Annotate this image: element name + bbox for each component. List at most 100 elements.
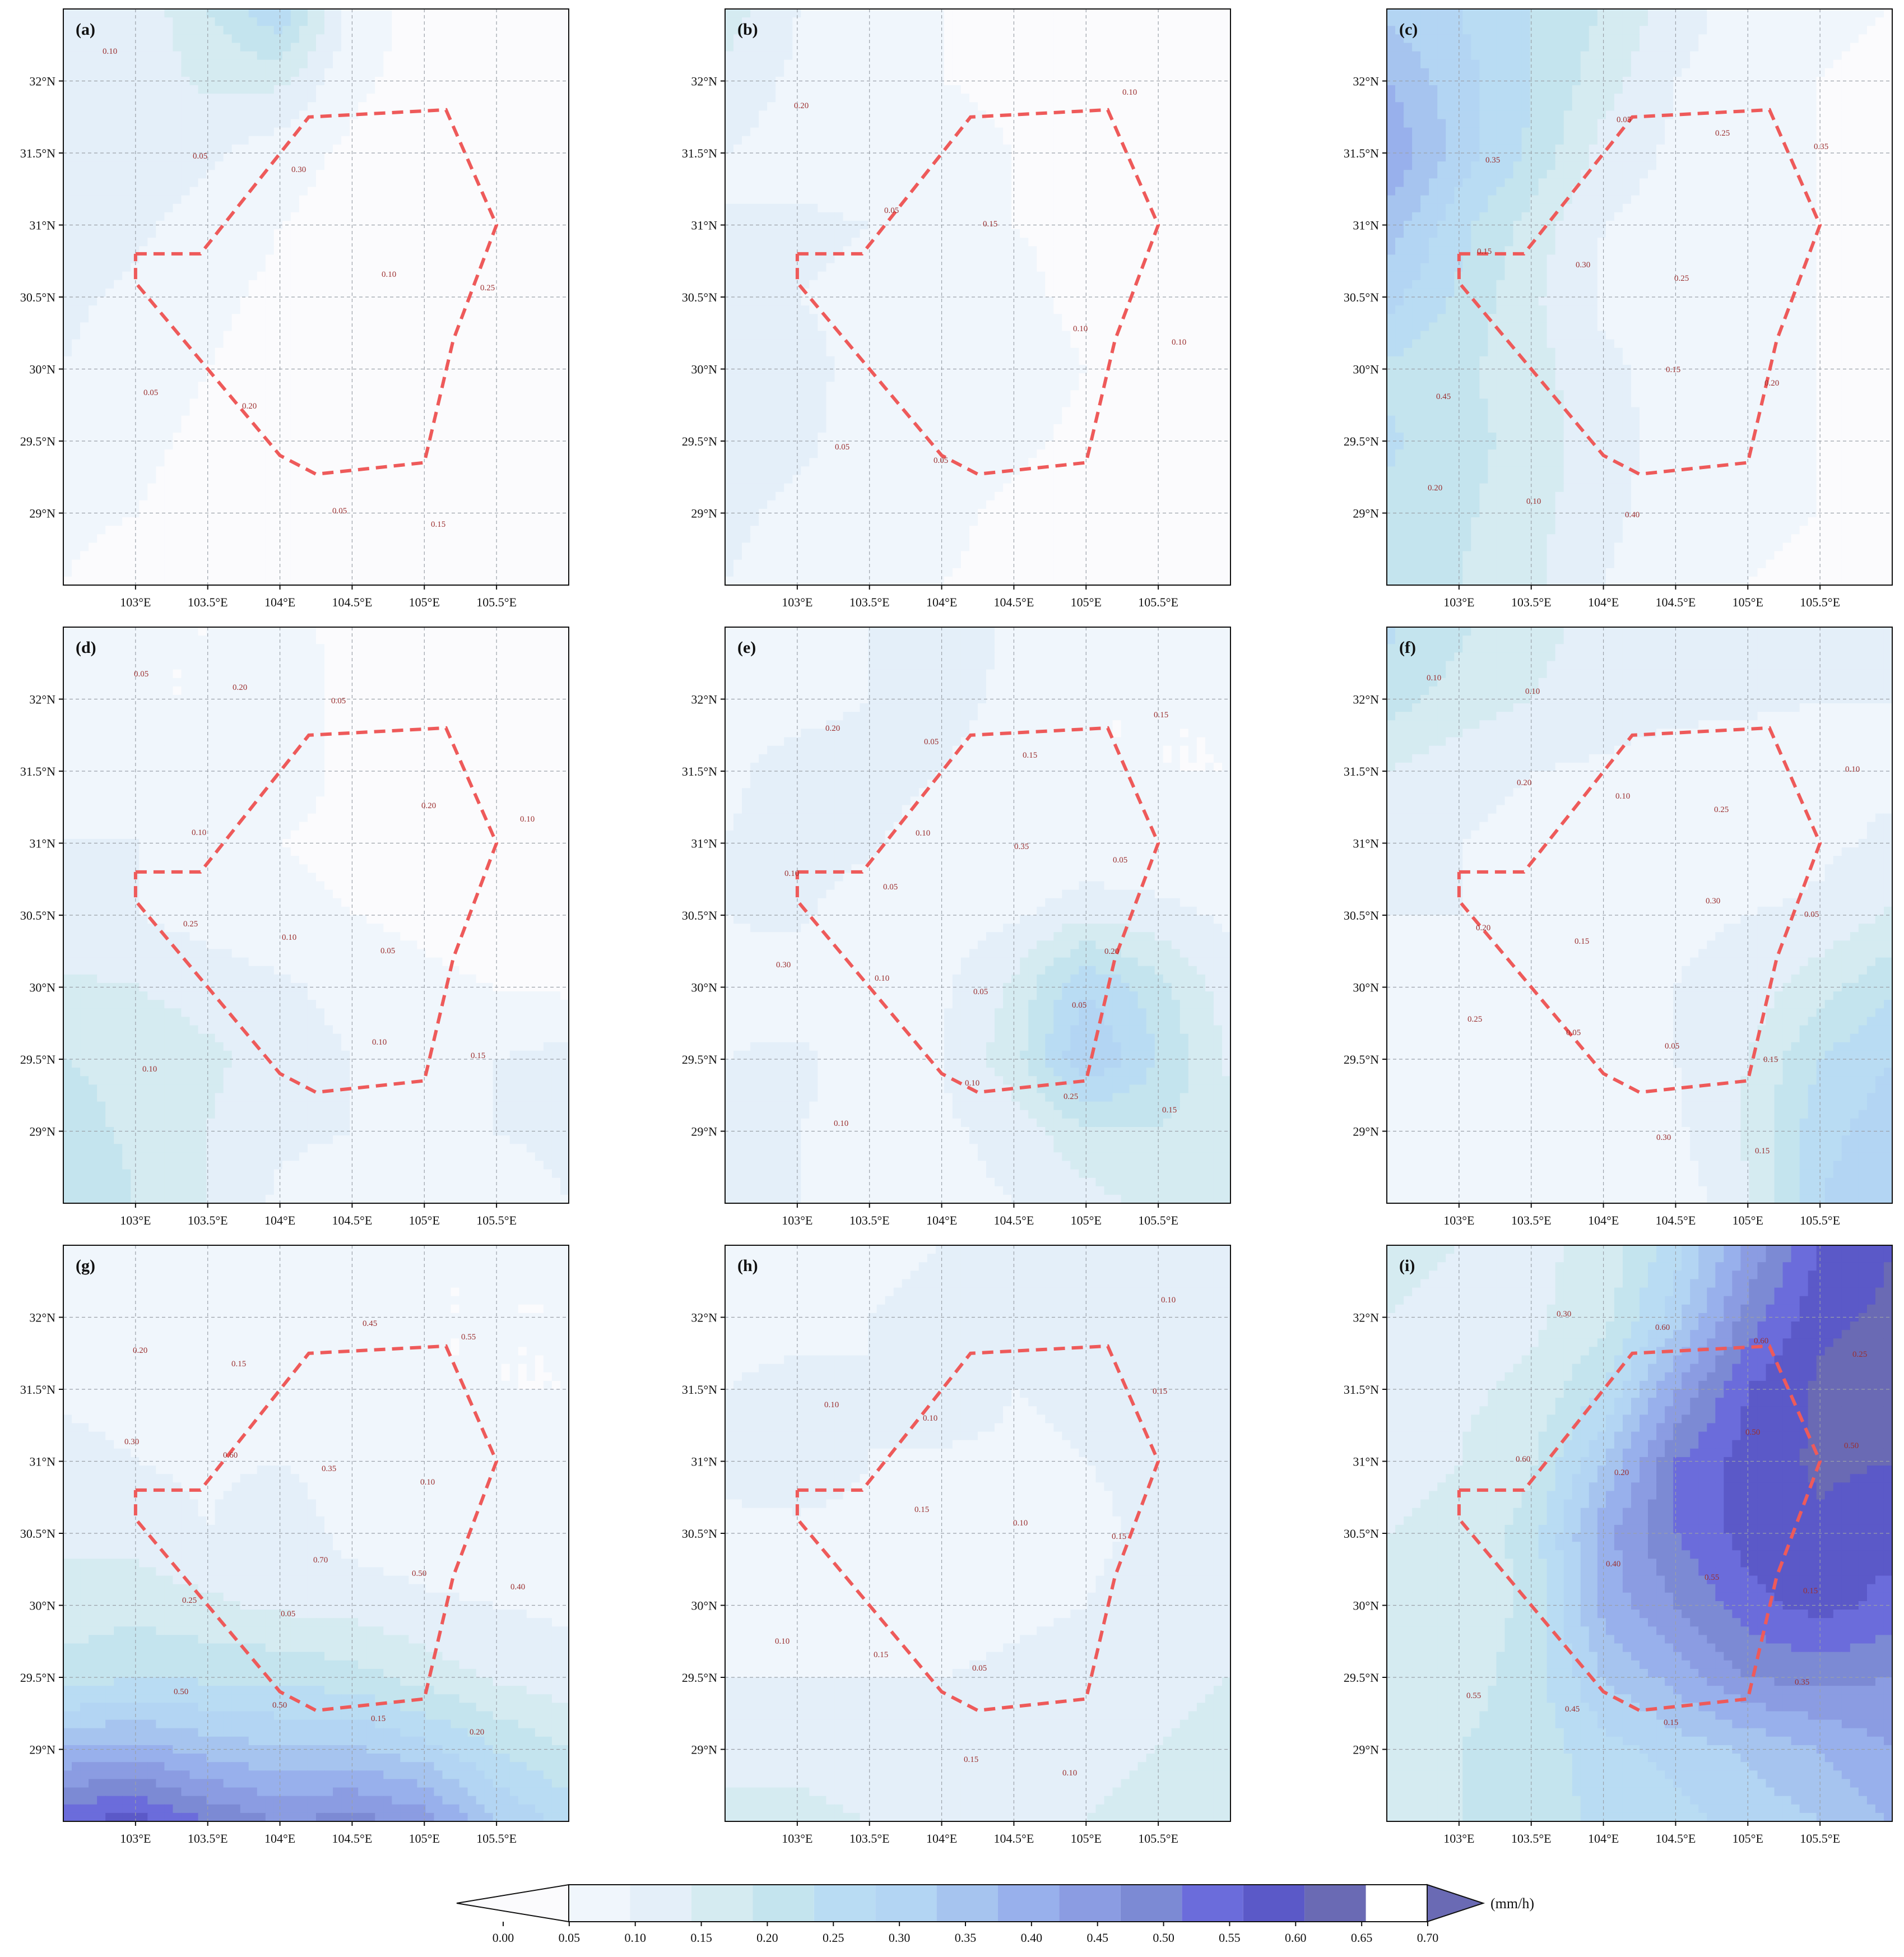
- field-cell: [535, 85, 544, 94]
- field-cell: [316, 51, 325, 61]
- field-cell: [366, 559, 375, 569]
- field-cell: [467, 356, 477, 365]
- field-cell: [383, 542, 392, 552]
- field-cell: [434, 339, 443, 349]
- field-cell: [156, 43, 165, 52]
- field-cell: [383, 229, 392, 238]
- field-cell: [105, 526, 114, 535]
- field-cell: [375, 398, 384, 408]
- field-cell: [131, 59, 140, 69]
- field-cell: [316, 263, 325, 272]
- field-cell: [198, 534, 207, 544]
- field-cell: [868, 102, 877, 112]
- field-cell: [392, 127, 401, 137]
- field-cell: [366, 271, 375, 281]
- field-cell: [63, 26, 72, 35]
- field-cell: [139, 382, 148, 391]
- field-cell: [543, 76, 552, 86]
- field-cell: [408, 127, 417, 137]
- field-cell: [543, 508, 552, 518]
- field-cell: [484, 102, 494, 112]
- field-cell: [1154, 17, 1164, 26]
- field-cell: [509, 576, 519, 585]
- field-cell: [248, 144, 258, 154]
- field-cell: [750, 43, 759, 52]
- field-cell: [392, 203, 401, 213]
- field-cell: [240, 170, 249, 179]
- field-cell: [189, 170, 199, 179]
- field-cell: [425, 322, 435, 332]
- field-cell: [1154, 59, 1164, 69]
- field-cell: [164, 110, 174, 120]
- field-cell: [181, 68, 191, 77]
- field-cell: [198, 390, 207, 400]
- field-cell: [366, 339, 375, 349]
- field-cell: [442, 280, 452, 289]
- field-cell: [493, 398, 502, 408]
- field-cell: [809, 43, 818, 52]
- field-cell: [383, 322, 392, 332]
- field-cell: [366, 102, 375, 112]
- field-cell: [139, 339, 148, 349]
- field-cell: [122, 314, 131, 323]
- field-cell: [139, 59, 148, 69]
- field-cell: [434, 203, 443, 213]
- field-cell: [509, 263, 519, 272]
- field-cell: [156, 491, 165, 501]
- field-cell: [1154, 119, 1164, 128]
- field-cell: [122, 568, 131, 577]
- field-cell: [451, 559, 460, 569]
- field-cell: [198, 559, 207, 569]
- field-cell: [952, 17, 962, 26]
- field-cell: [551, 119, 561, 128]
- field-cell: [400, 17, 409, 26]
- field-cell: [501, 119, 510, 128]
- field-cell: [206, 356, 216, 365]
- field-cell: [375, 475, 384, 484]
- field-cell: [358, 407, 367, 416]
- field-cell: [290, 398, 300, 408]
- field-cell: [206, 263, 216, 272]
- field-cell: [333, 254, 342, 264]
- field-cell: [509, 534, 519, 544]
- field-cell: [392, 297, 401, 306]
- field-cell: [442, 178, 452, 188]
- field-cell: [206, 161, 216, 170]
- field-cell: [156, 576, 165, 585]
- field-cell: [509, 144, 519, 154]
- field-cell: [265, 534, 275, 544]
- field-cell: [978, 68, 987, 77]
- field-cell: [518, 263, 527, 272]
- field-cell: [80, 356, 89, 365]
- field-cell: [105, 43, 114, 52]
- field-cell: [273, 187, 283, 196]
- field-cell: [105, 144, 114, 154]
- field-cell: [750, 68, 759, 77]
- field-cell: [89, 119, 97, 128]
- field-cell: [350, 542, 359, 552]
- field-cell: [551, 576, 561, 585]
- field-cell: [451, 356, 460, 365]
- field-cell: [526, 43, 536, 52]
- field-cell: [392, 34, 401, 44]
- field-cell: [551, 483, 561, 493]
- field-cell: [358, 280, 367, 289]
- field-cell: [240, 212, 249, 221]
- field-cell: [392, 9, 401, 18]
- field-cell: [750, 59, 759, 69]
- field-cell: [206, 76, 216, 86]
- field-cell: [299, 127, 308, 137]
- field-cell: [1146, 59, 1155, 69]
- field-cell: [324, 161, 333, 170]
- field-cell: [493, 534, 502, 544]
- field-cell: [105, 161, 114, 170]
- field-cell: [459, 373, 468, 382]
- field-cell: [80, 144, 89, 154]
- field-cell: [560, 68, 569, 77]
- field-cell: [265, 576, 275, 585]
- field-cell: [1003, 94, 1012, 103]
- field-cell: [969, 85, 978, 94]
- field-cell: [181, 34, 191, 44]
- field-cell: [316, 212, 325, 221]
- field-cell: [215, 407, 224, 416]
